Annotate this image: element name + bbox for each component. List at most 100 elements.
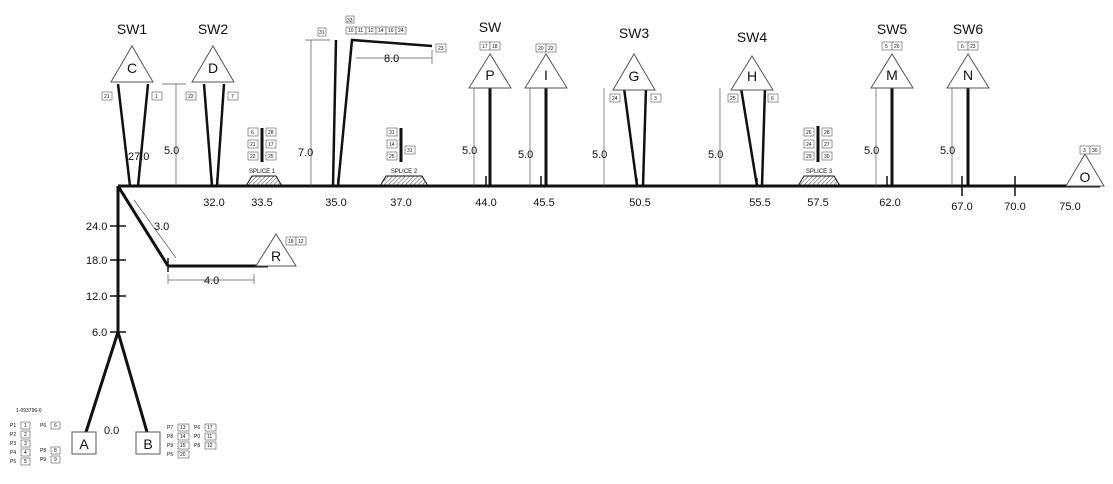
connector-triangles bbox=[110, 45, 1105, 267]
switch-labels: SW1 SW2 SW SW3 SW4 SW5 SW6 bbox=[117, 19, 984, 45]
svg-text:25: 25 bbox=[730, 96, 736, 102]
svg-text:21: 21 bbox=[104, 94, 110, 100]
svg-text:18: 18 bbox=[492, 44, 498, 50]
svg-text:33: 33 bbox=[347, 18, 353, 24]
svg-text:1: 1 bbox=[24, 423, 27, 429]
splice-label-2: SPLICE 2 bbox=[391, 169, 418, 175]
svg-text:31: 31 bbox=[407, 148, 413, 154]
connector-g bbox=[612, 53, 656, 91]
position-label-55-5: 55.5 bbox=[749, 197, 770, 209]
svg-text:3: 3 bbox=[1083, 148, 1086, 154]
svg-text:13: 13 bbox=[180, 425, 186, 431]
position-label-70: 70.0 bbox=[1004, 201, 1025, 213]
svg-text:P8: P8 bbox=[167, 434, 173, 440]
svg-text:14: 14 bbox=[180, 434, 186, 440]
switch-label-sw1: SW1 bbox=[117, 21, 148, 37]
part-number: 1-093796-0 bbox=[16, 408, 42, 414]
svg-text:7: 7 bbox=[231, 94, 234, 100]
node-label-n: N bbox=[963, 67, 973, 83]
position-label-33-5: 33.5 bbox=[251, 197, 272, 209]
dimension-label-27: 27.0 bbox=[128, 151, 149, 163]
svg-text:11: 11 bbox=[358, 28, 363, 34]
svg-text:15: 15 bbox=[180, 443, 186, 449]
connector-n bbox=[946, 53, 990, 89]
dimension-label-5-n: 5.0 bbox=[940, 145, 955, 157]
connector-c bbox=[110, 45, 154, 83]
dimension-label-5-h: 5.0 bbox=[708, 149, 723, 161]
node-label-o: O bbox=[1080, 169, 1091, 185]
position-label-6: 6.0 bbox=[92, 327, 107, 339]
connector-m bbox=[870, 53, 914, 89]
svg-text:P3: P3 bbox=[10, 441, 16, 447]
position-label-57-5: 57.5 bbox=[807, 197, 828, 209]
svg-text:26: 26 bbox=[806, 130, 812, 136]
svg-text:23: 23 bbox=[438, 46, 444, 52]
svg-text:12: 12 bbox=[298, 239, 304, 245]
pin-table-b: P7 P8 P9 P5 P6 P0 P8 13 14 15 20 17 11 1… bbox=[167, 423, 217, 459]
connector-h bbox=[730, 55, 774, 91]
dimension-label-5-g: 5.0 bbox=[592, 149, 607, 161]
svg-text:24: 24 bbox=[612, 96, 618, 102]
position-label-24: 24.0 bbox=[86, 221, 107, 233]
node-label-g: G bbox=[629, 68, 640, 84]
node-label-c: C bbox=[127, 60, 137, 76]
pin-table-a: 1-093796-0 P1 P2 P3 P4 P5 P6 P8 P9 1 2 3… bbox=[10, 408, 61, 466]
svg-text:12: 12 bbox=[368, 28, 374, 34]
branch-i bbox=[529, 88, 548, 186]
connector-i bbox=[524, 53, 568, 89]
node-label-b: B bbox=[143, 436, 152, 452]
position-label-35: 35.0 bbox=[325, 197, 346, 209]
svg-text:9: 9 bbox=[54, 457, 57, 463]
svg-text:6: 6 bbox=[251, 130, 254, 136]
connector-o bbox=[1065, 153, 1105, 187]
svg-text:29: 29 bbox=[806, 154, 812, 160]
svg-text:P5: P5 bbox=[10, 459, 16, 465]
switch-label-sw4: SW4 bbox=[737, 29, 768, 45]
position-label-44: 44.0 bbox=[475, 197, 496, 209]
position-label-18: 18.0 bbox=[86, 255, 107, 267]
branch-p bbox=[473, 86, 492, 186]
svg-text:16: 16 bbox=[388, 28, 394, 34]
svg-text:18: 18 bbox=[288, 239, 294, 245]
branch-m bbox=[875, 88, 894, 186]
dimension-label-3: 3.0 bbox=[154, 221, 169, 233]
svg-text:17: 17 bbox=[268, 142, 274, 148]
connector-a bbox=[71, 431, 97, 455]
svg-text:P1: P1 bbox=[10, 423, 16, 429]
node-label-m: M bbox=[886, 67, 898, 83]
connector-b bbox=[135, 431, 161, 455]
svg-text:22: 22 bbox=[548, 46, 554, 52]
svg-text:P4: P4 bbox=[10, 450, 16, 456]
connector-r bbox=[255, 233, 297, 267]
svg-text:24: 24 bbox=[398, 28, 404, 34]
switch-label-sw3: SW3 bbox=[619, 25, 650, 41]
svg-text:25: 25 bbox=[268, 154, 274, 160]
svg-text:4: 4 bbox=[24, 450, 27, 456]
splice-2 bbox=[379, 128, 429, 187]
svg-text:21: 21 bbox=[250, 142, 256, 148]
svg-text:P7: P7 bbox=[167, 425, 173, 431]
switch-label-sw5: SW5 bbox=[877, 21, 908, 37]
dimension-label-4: 4.0 bbox=[204, 275, 219, 287]
svg-text:11: 11 bbox=[207, 434, 212, 440]
position-label-37: 37.0 bbox=[390, 197, 411, 209]
dimension-label-5-i: 5.0 bbox=[518, 149, 533, 161]
position-label-67: 67.0 bbox=[951, 201, 972, 213]
svg-text:P9: P9 bbox=[40, 457, 46, 463]
branch-c bbox=[116, 83, 150, 187]
dim-sw1-height bbox=[162, 83, 186, 186]
wire-numbers: 21 1 22 7 31 33 10 11 12 14 16 24 23 17 … bbox=[104, 18, 1098, 245]
svg-text:31: 31 bbox=[389, 130, 395, 136]
svg-text:24: 24 bbox=[806, 142, 812, 148]
svg-text:P0: P0 bbox=[194, 434, 200, 440]
node-label-a: A bbox=[79, 436, 89, 452]
splice-label-3: SPLICE 3 bbox=[806, 169, 833, 175]
position-label-32: 32.0 bbox=[203, 197, 224, 209]
svg-text:5: 5 bbox=[885, 44, 888, 50]
svg-text:30: 30 bbox=[1092, 148, 1098, 154]
svg-text:27: 27 bbox=[824, 142, 830, 148]
svg-text:17: 17 bbox=[482, 44, 488, 50]
dimension-label-5-sw1: 5.0 bbox=[164, 145, 179, 157]
svg-text:P8: P8 bbox=[194, 443, 200, 449]
